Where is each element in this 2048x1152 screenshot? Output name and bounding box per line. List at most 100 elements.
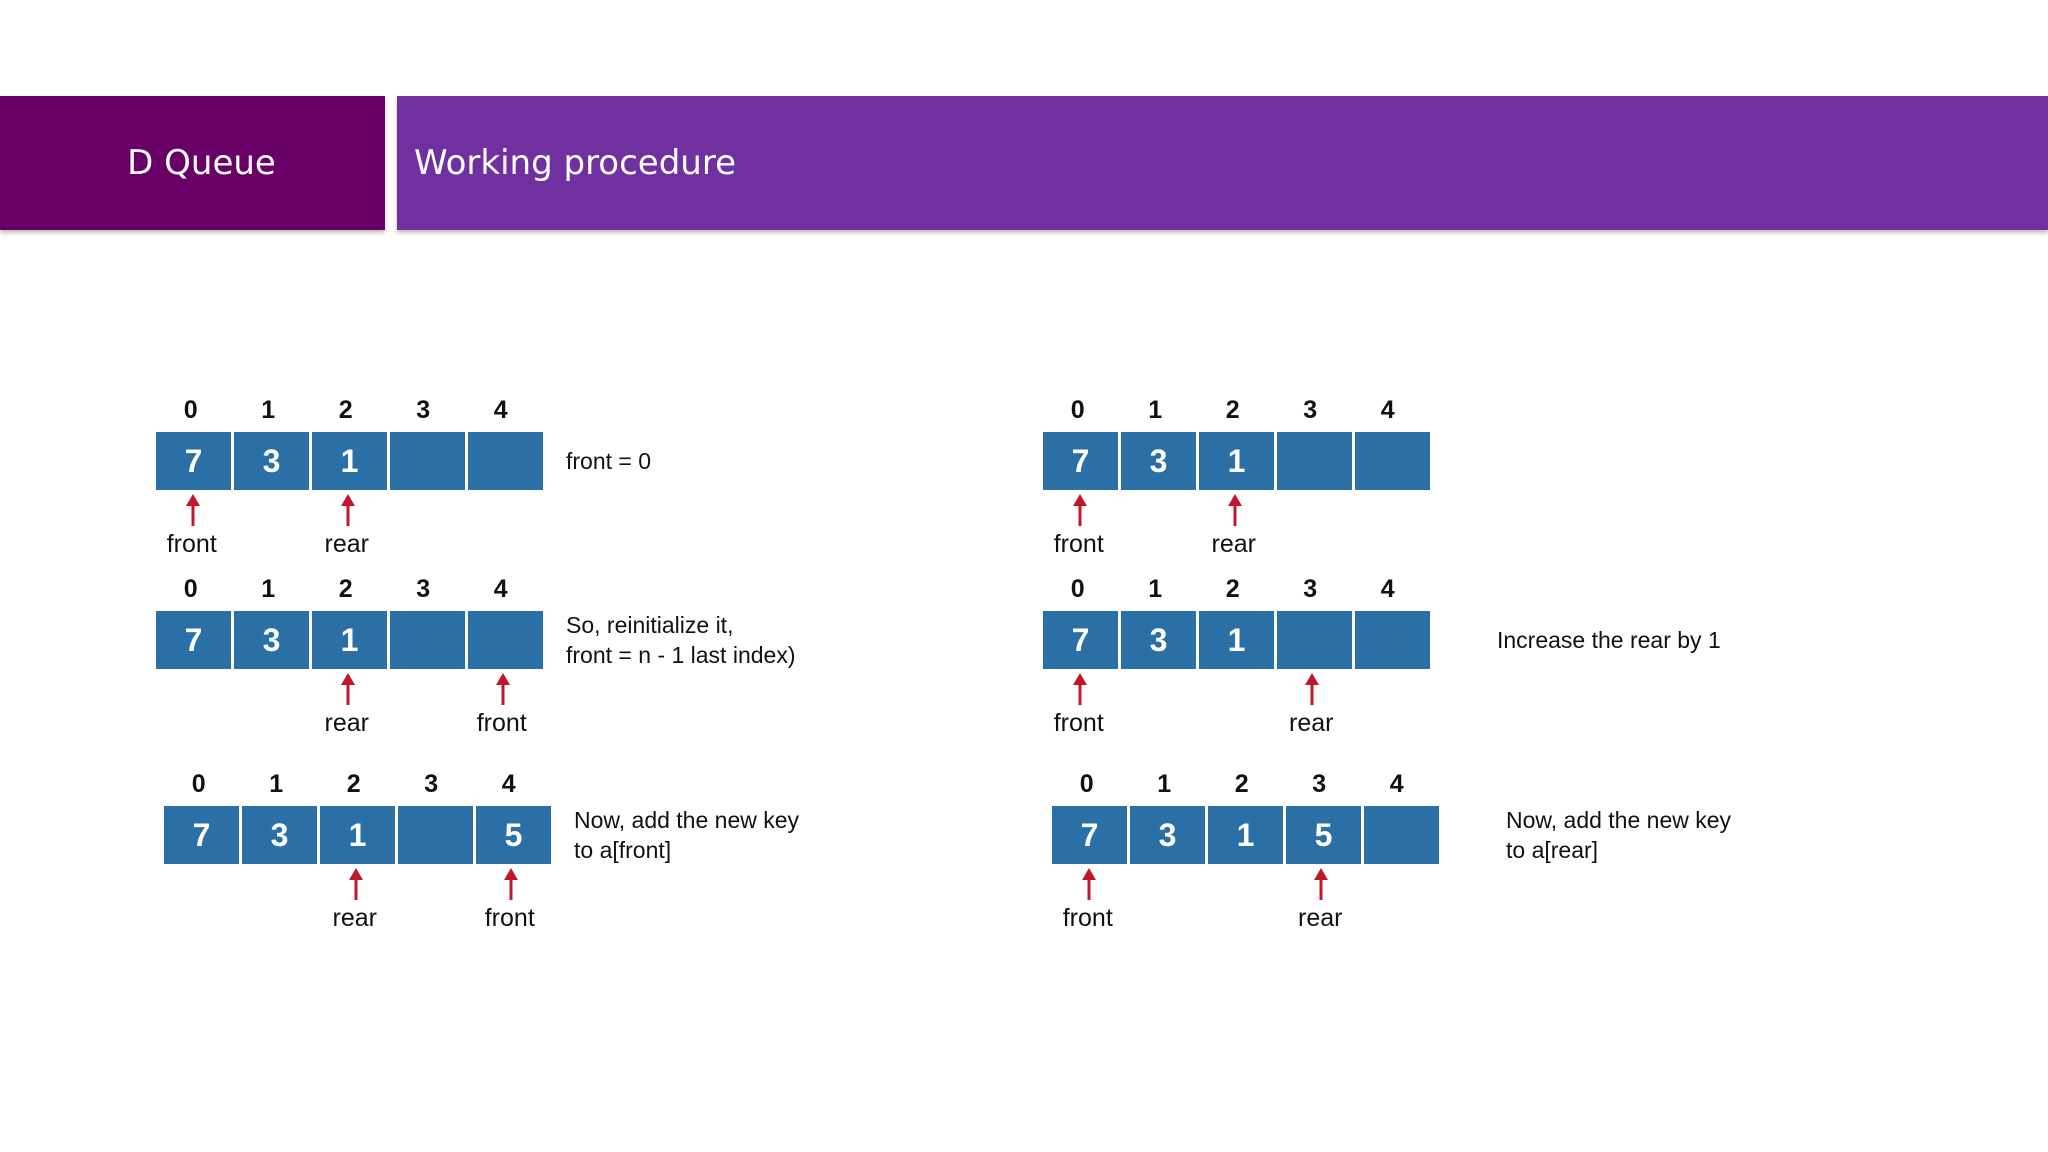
pointer-label: rear <box>1298 904 1343 932</box>
index-label: 4 <box>493 575 508 603</box>
index-label: 0 <box>1070 575 1085 603</box>
index-label: 3 <box>1303 575 1318 603</box>
panel-note: Increase the rear by 1 <box>1497 625 1721 655</box>
index-label: 4 <box>1380 575 1395 603</box>
array-cell: 1 <box>1196 611 1274 669</box>
pointer-arrow-icon <box>495 673 510 705</box>
index-label: 0 <box>183 396 198 424</box>
note-line: to a[front] <box>574 837 672 863</box>
index-label: 1 <box>261 575 276 603</box>
index-label: 1 <box>1157 770 1172 798</box>
section-label: D Queue <box>127 143 276 183</box>
pointer-arrow-icon <box>348 868 363 900</box>
array-cell: 7 <box>156 432 231 490</box>
index-label: 2 <box>346 770 361 798</box>
index-label: 0 <box>191 770 206 798</box>
array-cell: 3 <box>1118 611 1196 669</box>
note-line: Now, add the new key <box>574 807 800 833</box>
index-label: 3 <box>416 396 431 424</box>
array-cell <box>1352 611 1430 669</box>
pointer-arrow-icon <box>340 494 355 526</box>
note-line: to a[rear] <box>1506 837 1599 863</box>
array-cell <box>387 611 465 669</box>
section-label-banner: D Queue <box>0 96 385 230</box>
index-label: 2 <box>1225 396 1240 424</box>
pointer-arrow-icon <box>1081 868 1096 900</box>
pointer-arrow-icon <box>503 868 518 900</box>
pointer-label: rear <box>324 709 369 737</box>
index-label: 2 <box>338 396 353 424</box>
pointer-arrow-icon <box>1227 494 1242 526</box>
pointer-label: front <box>166 530 217 558</box>
index-label: 3 <box>416 575 431 603</box>
array-cell: 3 <box>239 806 317 864</box>
pointer-label: front <box>1053 709 1104 737</box>
panel-note: Now, add the new key to a[front] <box>574 805 799 865</box>
index-label: 2 <box>338 575 353 603</box>
array-cell <box>1274 432 1352 490</box>
title-banner: Working procedure <box>397 96 2048 230</box>
pointer-arrow-icon <box>340 673 355 705</box>
array-cell: 7 <box>164 806 239 864</box>
panel-note: front = 0 <box>566 446 651 476</box>
pointer-arrow-icon <box>1072 673 1087 705</box>
pointer-arrow-icon <box>1305 673 1320 705</box>
array-cell <box>1274 611 1352 669</box>
array-cell: 7 <box>156 611 231 669</box>
panel-note: So, reinitialize it, front = n - 1 last i… <box>566 610 795 670</box>
pointer-label: rear <box>1211 530 1256 558</box>
pointer-label: rear <box>332 904 377 932</box>
array-cell <box>1361 806 1439 864</box>
index-label: 2 <box>1225 575 1240 603</box>
pointer-label: front <box>476 709 527 737</box>
array-cell: 1 <box>1196 432 1274 490</box>
panel-note: Now, add the new key to a[rear] <box>1506 805 1731 865</box>
index-label: 3 <box>1312 770 1327 798</box>
index-label: 1 <box>261 396 276 424</box>
index-label: 4 <box>493 396 508 424</box>
pointer-arrow-icon <box>185 494 200 526</box>
note-line: front = n - 1 last index) <box>566 642 796 668</box>
array-cell <box>465 432 543 490</box>
index-label: 0 <box>1079 770 1094 798</box>
array-cell: 7 <box>1052 806 1127 864</box>
note-line: So, reinitialize it, <box>566 612 734 638</box>
index-label: 0 <box>1070 396 1085 424</box>
note-line: Increase the rear by 1 <box>1497 627 1721 653</box>
array-cell: 5 <box>473 806 551 864</box>
index-label: 1 <box>1148 396 1163 424</box>
pointer-label: front <box>1062 904 1113 932</box>
pointer-arrow-icon <box>1072 494 1087 526</box>
pointer-label: rear <box>1289 709 1334 737</box>
index-label: 4 <box>1389 770 1404 798</box>
array-cell: 7 <box>1043 611 1118 669</box>
index-label: 1 <box>269 770 284 798</box>
index-label: 0 <box>183 575 198 603</box>
array-cell <box>395 806 473 864</box>
array-cell: 1 <box>309 432 387 490</box>
note-line: Now, add the new key <box>1506 807 1732 833</box>
pointer-arrow-icon <box>1314 868 1329 900</box>
array-cell: 3 <box>231 611 309 669</box>
slide-title: Working procedure <box>414 143 736 183</box>
index-label: 3 <box>1303 396 1318 424</box>
array-cell: 1 <box>317 806 395 864</box>
index-label: 2 <box>1234 770 1249 798</box>
array-cell <box>465 611 543 669</box>
pointer-label: front <box>1053 530 1104 558</box>
array-cell: 1 <box>309 611 387 669</box>
index-label: 1 <box>1148 575 1163 603</box>
index-label: 4 <box>1380 396 1395 424</box>
array-cell: 7 <box>1043 432 1118 490</box>
pointer-label: front <box>484 904 535 932</box>
pointer-label: rear <box>324 530 369 558</box>
array-cell: 3 <box>231 432 309 490</box>
array-cell: 5 <box>1283 806 1361 864</box>
array-cell: 3 <box>1127 806 1205 864</box>
